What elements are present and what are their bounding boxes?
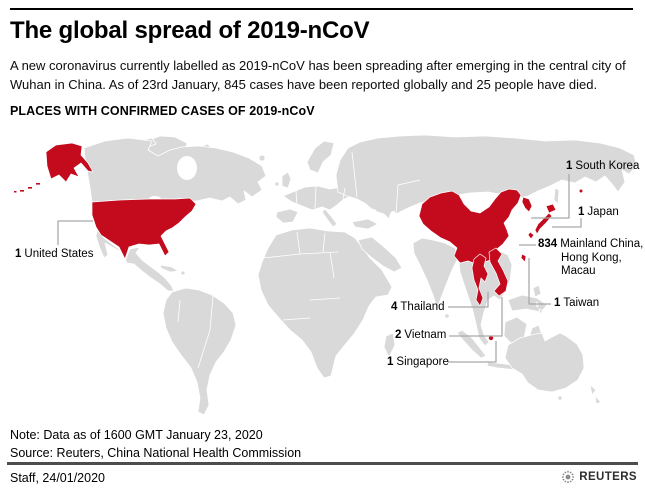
page-title: The global spread of 2019-nCoV: [10, 17, 370, 44]
country-japan-honshu-shape: [534, 212, 553, 235]
top-rule: [10, 8, 633, 10]
reuters-logo-text: REUTERS: [579, 471, 637, 483]
landmass-hispaniola: [180, 270, 186, 276]
country-taiwan-shape: [520, 253, 527, 263]
country-alaska-shape: [45, 142, 94, 183]
footer-rule: [7, 462, 638, 465]
aleutian-islands: [14, 183, 40, 193]
label-vietnam: 2 Vietnam: [395, 329, 447, 341]
label-south-korea: 1 South Korea: [566, 160, 640, 172]
highlighted-countries: [14, 142, 583, 341]
landmass-sakhalin: [553, 187, 560, 205]
leader-united-states: [57, 220, 93, 245]
country-thailand-shape: [471, 253, 489, 307]
country-japan-hokkaido-shape: [545, 203, 557, 214]
label-singapore: 1 Singapore: [387, 356, 449, 368]
leader-vietnam: [449, 297, 503, 337]
label-thailand: 4 Thailand: [391, 301, 445, 313]
landmass-new-zealand: [589, 384, 602, 405]
landmass-scandinavia: [306, 140, 335, 174]
landmass-south-america: [162, 287, 237, 416]
caspian-sea: [389, 211, 397, 227]
landmass-tasmania: [557, 395, 563, 401]
landmass-europe: [282, 185, 356, 211]
country-korea-shape: [521, 196, 533, 213]
world-map-svg: [14, 134, 638, 416]
credit-line: Staff, 24/01/2020: [10, 471, 105, 485]
footer-source: Source: Reuters, China National Health C…: [10, 446, 302, 460]
country-singapore-shape: [488, 335, 494, 341]
footer-note: Note: Data as of 1600 GMT January 23, 20…: [10, 428, 263, 442]
reuters-orb-icon: [562, 470, 575, 484]
landmass-arabia: [357, 236, 403, 273]
landmass-madagascar: [383, 332, 396, 358]
country-vietnam-shape: [488, 247, 509, 297]
small-island-dot: [579, 189, 583, 193]
black-sea: [363, 208, 377, 216]
landmass-africa: [257, 227, 393, 379]
landmass-india: [412, 237, 459, 309]
label-japan: 1 Japan: [578, 206, 619, 218]
label-taiwan: 1 Taiwan: [554, 297, 600, 309]
landmass-italy: [321, 208, 338, 228]
hudson-bay: [177, 156, 197, 180]
leader-south-korea: [531, 174, 570, 219]
landmass-iceland: [258, 154, 266, 162]
leader-thailand: [448, 292, 489, 308]
leader-japan: [552, 218, 582, 228]
label-china: 834 Mainland China, Hong Kong, Macau: [538, 238, 644, 277]
country-japan-kyushu-shape: [527, 231, 535, 240]
landmass-turkey: [351, 218, 379, 230]
leader-singapore: [448, 341, 497, 363]
leader-taiwan: [528, 258, 551, 305]
intro-text: A new coronavirus currently labelled as …: [10, 58, 626, 92]
reuters-logo: REUTERS: [561, 470, 637, 484]
landmass-sumatra: [456, 329, 487, 359]
landmass-iberia: [275, 208, 299, 224]
country-china-shape: [418, 188, 522, 265]
landmass-new-guinea: [507, 294, 548, 313]
country-united-states-shape: [91, 197, 197, 260]
label-united-states: 1 United States: [15, 248, 94, 260]
landmass-central-america: [95, 229, 175, 292]
leader-lines: [57, 174, 582, 363]
landmass-north-asia: [335, 134, 638, 221]
landmasses: [83, 134, 638, 416]
landmass-ireland: [274, 181, 280, 187]
country-borders: [177, 151, 421, 369]
landmass-australia: [504, 332, 585, 393]
landmass-uk: [281, 171, 292, 189]
world-map: [0, 133, 645, 433]
landmass-caribbean: [159, 264, 179, 273]
landmass-sri-lanka: [444, 313, 450, 319]
section-heading: PLACES WITH CONFIRMED CASES OF 2019-nCoV: [10, 104, 315, 118]
